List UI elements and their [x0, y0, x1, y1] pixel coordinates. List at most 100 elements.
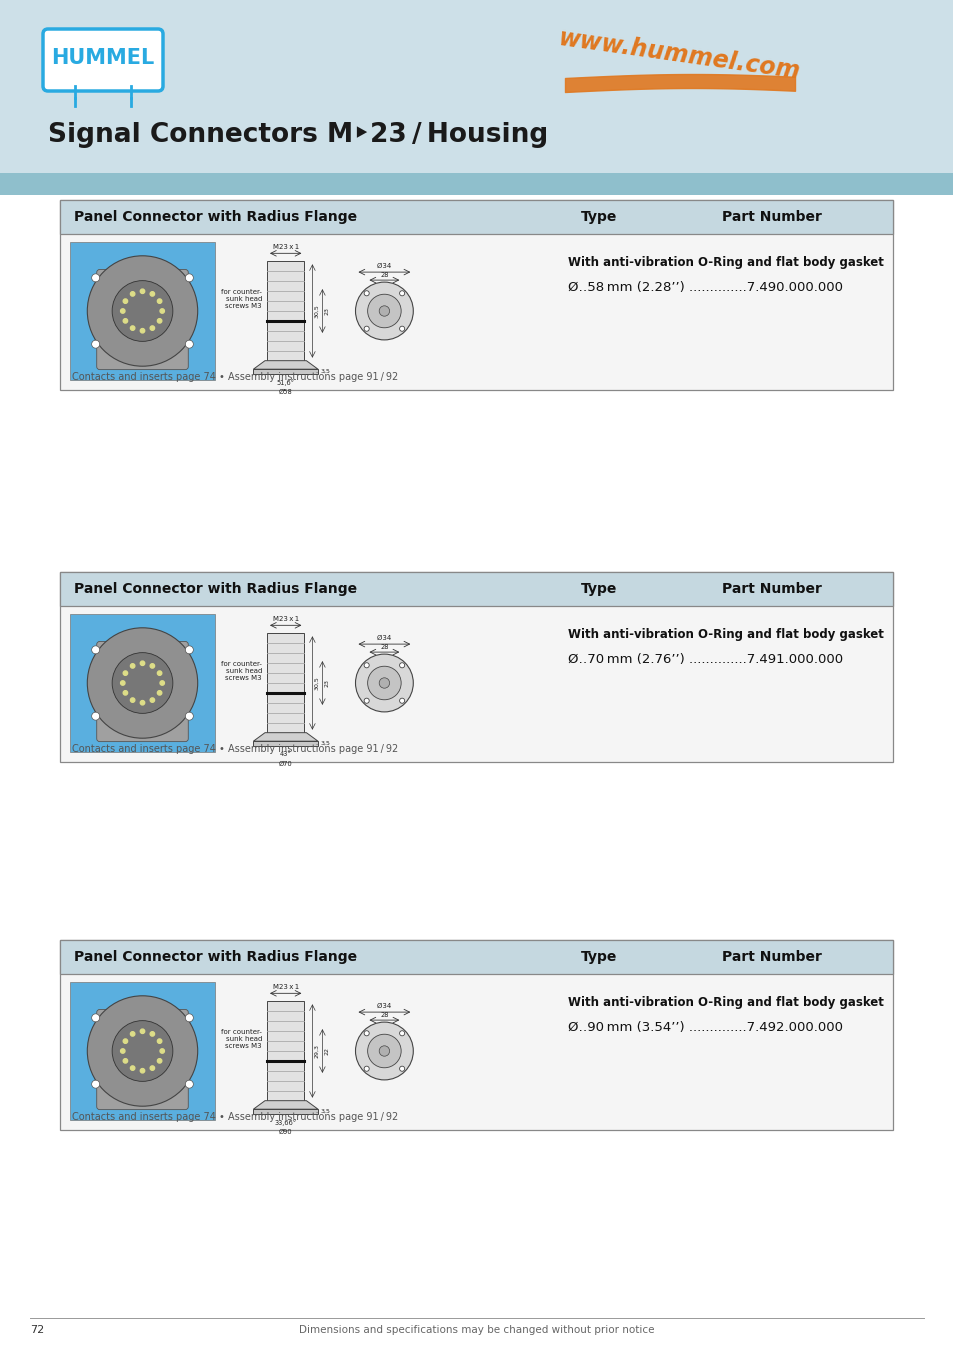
Circle shape	[185, 1080, 193, 1088]
Text: Signal Connectors M‣23 / Housing: Signal Connectors M‣23 / Housing	[48, 122, 548, 148]
Text: Dimensions and specifications may be changed without prior notice: Dimensions and specifications may be cha…	[299, 1324, 654, 1335]
Circle shape	[131, 1031, 134, 1035]
Polygon shape	[253, 733, 317, 741]
Circle shape	[150, 698, 154, 702]
Circle shape	[157, 1058, 162, 1062]
Circle shape	[364, 698, 369, 703]
Text: 3,5: 3,5	[320, 741, 331, 747]
Text: M 23 x 1: M 23 x 1	[273, 984, 298, 991]
Text: 29,3: 29,3	[314, 1044, 319, 1058]
Bar	[60, 200, 892, 234]
Text: Panel Connector with Radius Flange: Panel Connector with Radius Flange	[74, 211, 356, 224]
Text: Ø 34: Ø 34	[376, 1003, 391, 1008]
Text: 28: 28	[379, 1012, 388, 1018]
Text: M 23 x 1: M 23 x 1	[273, 244, 298, 250]
Circle shape	[399, 327, 404, 331]
Bar	[0, 194, 953, 1350]
Circle shape	[160, 680, 164, 686]
Text: With anti-vibration O-Ring and flat body gasket: With anti-vibration O-Ring and flat body…	[568, 256, 883, 269]
Circle shape	[355, 282, 413, 340]
Circle shape	[364, 1030, 369, 1035]
Circle shape	[91, 274, 99, 282]
Circle shape	[364, 327, 369, 331]
Circle shape	[157, 298, 162, 304]
Circle shape	[88, 996, 197, 1106]
Text: Ø 34: Ø 34	[376, 263, 391, 269]
Text: HUMMEL: HUMMEL	[51, 49, 154, 68]
Circle shape	[399, 663, 404, 668]
Circle shape	[123, 1058, 128, 1062]
Bar	[60, 940, 892, 973]
Circle shape	[364, 1066, 369, 1072]
Text: Ø‥90 mm (3.54’’) ..............7.492.000.000: Ø‥90 mm (3.54’’) ..............7.492.000…	[568, 1021, 842, 1034]
Bar	[253, 369, 317, 374]
Circle shape	[140, 289, 145, 293]
Circle shape	[157, 319, 162, 323]
Circle shape	[378, 678, 389, 688]
Circle shape	[140, 1069, 145, 1073]
Circle shape	[123, 691, 128, 695]
Bar	[70, 981, 214, 1120]
Text: Contacts and inserts page 74 • Assembly instructions page 91 / 92: Contacts and inserts page 74 • Assembly …	[71, 373, 397, 382]
Circle shape	[131, 698, 134, 702]
Circle shape	[367, 667, 401, 699]
Circle shape	[131, 292, 134, 296]
Circle shape	[88, 255, 197, 366]
Text: www.hummel.com: www.hummel.com	[557, 26, 801, 84]
Bar	[60, 572, 892, 606]
Circle shape	[185, 274, 193, 282]
Circle shape	[367, 1034, 401, 1068]
Circle shape	[185, 340, 193, 348]
Text: 3,5: 3,5	[320, 1110, 331, 1114]
Bar	[60, 940, 892, 1130]
Circle shape	[150, 1066, 154, 1071]
Text: M 23 x 1: M 23 x 1	[273, 617, 298, 622]
Circle shape	[131, 325, 134, 331]
Circle shape	[378, 306, 389, 316]
Circle shape	[150, 1031, 154, 1035]
Circle shape	[140, 701, 145, 705]
Text: Ø 34: Ø 34	[376, 634, 391, 641]
Circle shape	[91, 645, 99, 653]
Circle shape	[91, 1014, 99, 1022]
FancyBboxPatch shape	[96, 641, 188, 741]
Circle shape	[185, 1014, 193, 1022]
Text: 43°: 43°	[279, 752, 292, 757]
Circle shape	[150, 292, 154, 296]
Circle shape	[91, 340, 99, 348]
FancyBboxPatch shape	[43, 28, 163, 90]
Bar	[0, 173, 953, 194]
Text: Ø‥70 mm (2.76’’) ..............7.491.000.000: Ø‥70 mm (2.76’’) ..............7.491.000…	[568, 653, 842, 666]
Text: Contacts and inserts page 74 • Assembly instructions page 91 / 92: Contacts and inserts page 74 • Assembly …	[71, 744, 397, 755]
Circle shape	[399, 1066, 404, 1072]
Text: Part Number: Part Number	[721, 211, 821, 224]
FancyBboxPatch shape	[96, 270, 188, 370]
Circle shape	[120, 309, 125, 313]
Circle shape	[123, 671, 128, 675]
Circle shape	[364, 290, 369, 296]
Circle shape	[160, 1049, 164, 1053]
Bar	[253, 741, 317, 747]
Bar	[267, 262, 304, 360]
Polygon shape	[253, 1100, 317, 1110]
Text: 51,6°: 51,6°	[276, 379, 294, 386]
Circle shape	[112, 1021, 172, 1081]
Polygon shape	[253, 360, 317, 369]
Text: 23: 23	[324, 679, 329, 687]
Text: Ø70: Ø70	[278, 761, 293, 767]
Text: Type: Type	[580, 582, 617, 595]
Circle shape	[378, 1046, 389, 1056]
Circle shape	[160, 309, 164, 313]
Bar	[60, 572, 892, 761]
Text: 28: 28	[379, 644, 388, 651]
Text: 72: 72	[30, 1324, 44, 1335]
Circle shape	[112, 281, 172, 342]
Text: Panel Connector with Radius Flange: Panel Connector with Radius Flange	[74, 950, 356, 964]
Text: 30,5: 30,5	[314, 304, 319, 317]
Text: 33,66°: 33,66°	[274, 1119, 296, 1126]
Circle shape	[355, 1022, 413, 1080]
Text: 23: 23	[324, 306, 329, 315]
Bar	[70, 614, 214, 752]
Text: Contacts and inserts page 74 • Assembly instructions page 91 / 92: Contacts and inserts page 74 • Assembly …	[71, 1112, 397, 1122]
Circle shape	[150, 664, 154, 668]
